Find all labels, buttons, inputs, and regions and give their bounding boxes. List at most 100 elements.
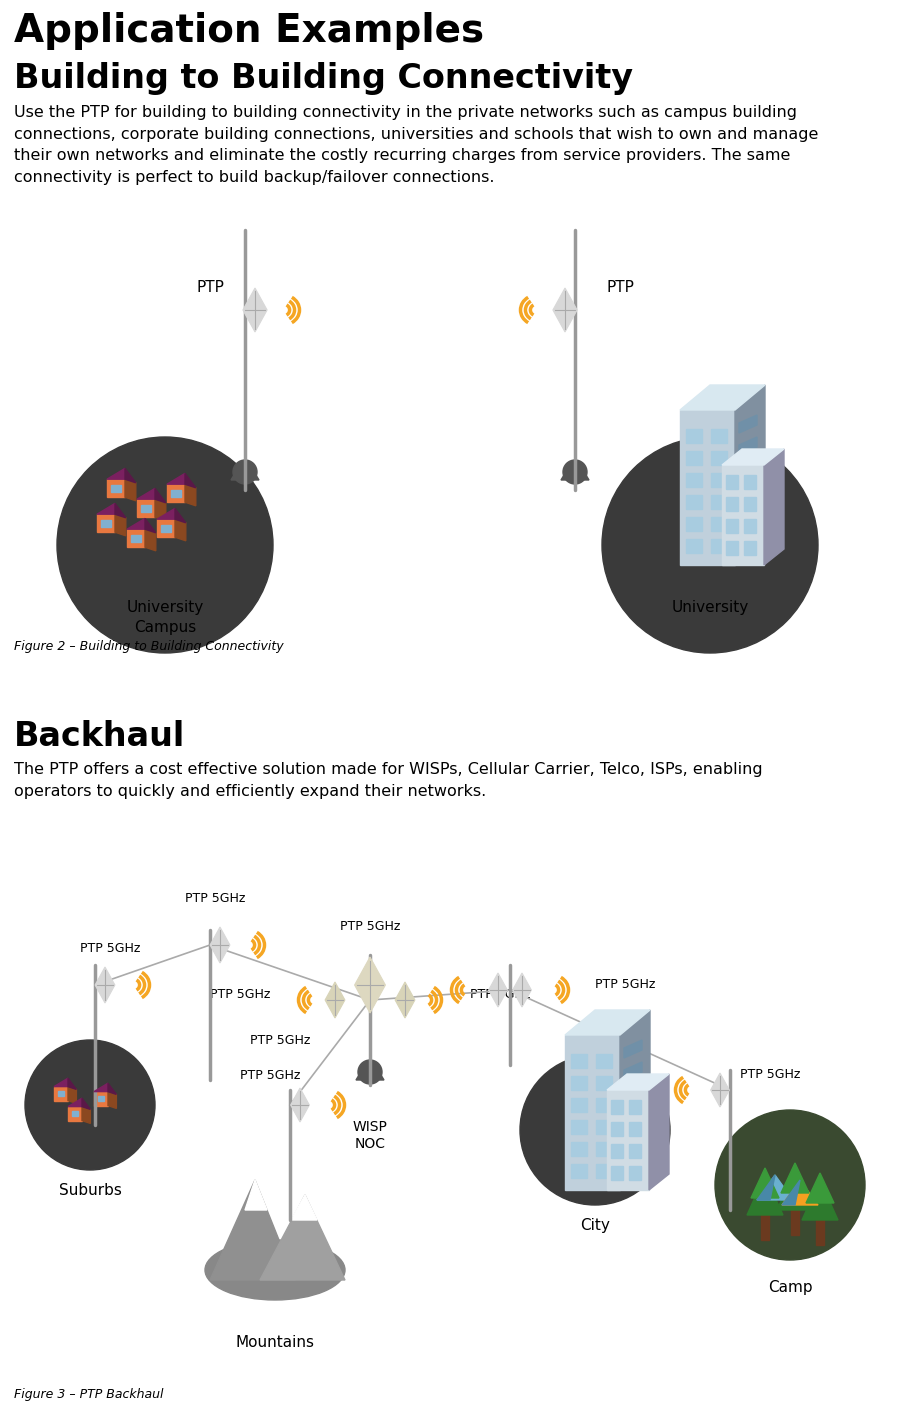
Polygon shape xyxy=(611,1122,623,1136)
Polygon shape xyxy=(611,1100,623,1115)
Polygon shape xyxy=(355,957,386,1013)
Polygon shape xyxy=(115,514,126,535)
Text: The PTP offers a cost effective solution made for WISPs, Cellular Carrier, Telco: The PTP offers a cost effective solution… xyxy=(14,762,762,799)
Text: Mountains: Mountains xyxy=(236,1334,314,1350)
Polygon shape xyxy=(596,1120,612,1134)
Polygon shape xyxy=(54,1078,68,1086)
Polygon shape xyxy=(565,1036,620,1191)
Polygon shape xyxy=(101,520,111,527)
Polygon shape xyxy=(571,1076,587,1091)
Polygon shape xyxy=(155,499,165,521)
Text: PTP: PTP xyxy=(606,280,634,294)
Polygon shape xyxy=(607,1091,649,1191)
Polygon shape xyxy=(711,540,727,552)
Ellipse shape xyxy=(205,1240,345,1301)
Polygon shape xyxy=(210,1179,295,1279)
Polygon shape xyxy=(145,519,155,533)
Polygon shape xyxy=(68,1078,77,1089)
Polygon shape xyxy=(395,982,415,1017)
Polygon shape xyxy=(806,1174,834,1203)
Text: PTP 5GHz: PTP 5GHz xyxy=(185,892,245,905)
Polygon shape xyxy=(611,1144,623,1158)
Polygon shape xyxy=(553,287,577,333)
Polygon shape xyxy=(722,465,764,565)
Polygon shape xyxy=(94,1084,108,1092)
Polygon shape xyxy=(356,1069,384,1081)
Polygon shape xyxy=(571,1054,587,1068)
Polygon shape xyxy=(125,479,136,500)
Polygon shape xyxy=(82,1106,90,1123)
Polygon shape xyxy=(726,475,738,489)
Polygon shape xyxy=(167,485,185,502)
Polygon shape xyxy=(137,489,155,499)
Polygon shape xyxy=(711,517,727,531)
Text: Camp: Camp xyxy=(768,1279,813,1295)
Polygon shape xyxy=(72,1110,78,1116)
Polygon shape xyxy=(624,1084,642,1102)
Polygon shape xyxy=(629,1144,641,1158)
Polygon shape xyxy=(141,504,151,511)
Polygon shape xyxy=(115,503,126,517)
Polygon shape xyxy=(68,1098,82,1106)
Circle shape xyxy=(358,1060,382,1084)
Polygon shape xyxy=(243,287,267,333)
Polygon shape xyxy=(751,1168,779,1198)
Circle shape xyxy=(520,1055,670,1205)
Polygon shape xyxy=(624,1129,642,1146)
Polygon shape xyxy=(95,967,115,1003)
Polygon shape xyxy=(735,385,765,565)
Polygon shape xyxy=(686,451,702,465)
Polygon shape xyxy=(761,1205,769,1240)
Text: Figure 2 – Building to Building Connectivity: Figure 2 – Building to Building Connecti… xyxy=(14,640,283,652)
Polygon shape xyxy=(629,1122,641,1136)
Text: Application Examples: Application Examples xyxy=(14,13,484,49)
Polygon shape xyxy=(624,1040,642,1058)
Polygon shape xyxy=(611,1167,623,1179)
Polygon shape xyxy=(82,1098,90,1109)
Polygon shape xyxy=(596,1054,612,1068)
Polygon shape xyxy=(726,519,738,533)
Polygon shape xyxy=(744,541,756,555)
Polygon shape xyxy=(624,1150,642,1168)
Polygon shape xyxy=(726,541,738,555)
Polygon shape xyxy=(739,437,757,455)
Polygon shape xyxy=(607,1074,669,1091)
Polygon shape xyxy=(757,1175,793,1200)
Text: Figure 3 – PTP Backhaul: Figure 3 – PTP Backhaul xyxy=(14,1388,164,1401)
Polygon shape xyxy=(513,974,531,1007)
Polygon shape xyxy=(686,540,702,552)
Text: PTP 5GHz: PTP 5GHz xyxy=(740,1068,801,1082)
Polygon shape xyxy=(137,499,155,517)
Polygon shape xyxy=(802,1179,838,1220)
Polygon shape xyxy=(291,1195,317,1220)
Polygon shape xyxy=(131,534,141,542)
Polygon shape xyxy=(161,524,171,531)
Polygon shape xyxy=(739,526,757,542)
Polygon shape xyxy=(145,530,155,551)
Polygon shape xyxy=(571,1164,587,1178)
Polygon shape xyxy=(127,519,145,530)
Circle shape xyxy=(57,437,273,652)
Polygon shape xyxy=(107,479,125,497)
Polygon shape xyxy=(127,530,145,547)
Text: PTP 5GHz: PTP 5GHz xyxy=(340,920,400,933)
Polygon shape xyxy=(596,1098,612,1112)
Polygon shape xyxy=(744,497,756,511)
Polygon shape xyxy=(155,489,165,503)
Polygon shape xyxy=(649,1074,669,1191)
Polygon shape xyxy=(686,495,702,509)
Polygon shape xyxy=(686,473,702,488)
Polygon shape xyxy=(629,1167,641,1179)
Polygon shape xyxy=(185,473,196,488)
Polygon shape xyxy=(97,514,115,533)
Polygon shape xyxy=(167,473,185,485)
Text: PTP 5GHz: PTP 5GHz xyxy=(80,943,140,955)
Polygon shape xyxy=(739,480,757,499)
Polygon shape xyxy=(325,982,345,1017)
Polygon shape xyxy=(739,416,757,433)
Polygon shape xyxy=(157,519,175,537)
Polygon shape xyxy=(157,509,175,519)
Polygon shape xyxy=(107,468,125,479)
Polygon shape xyxy=(747,1175,783,1215)
Polygon shape xyxy=(629,1100,641,1115)
